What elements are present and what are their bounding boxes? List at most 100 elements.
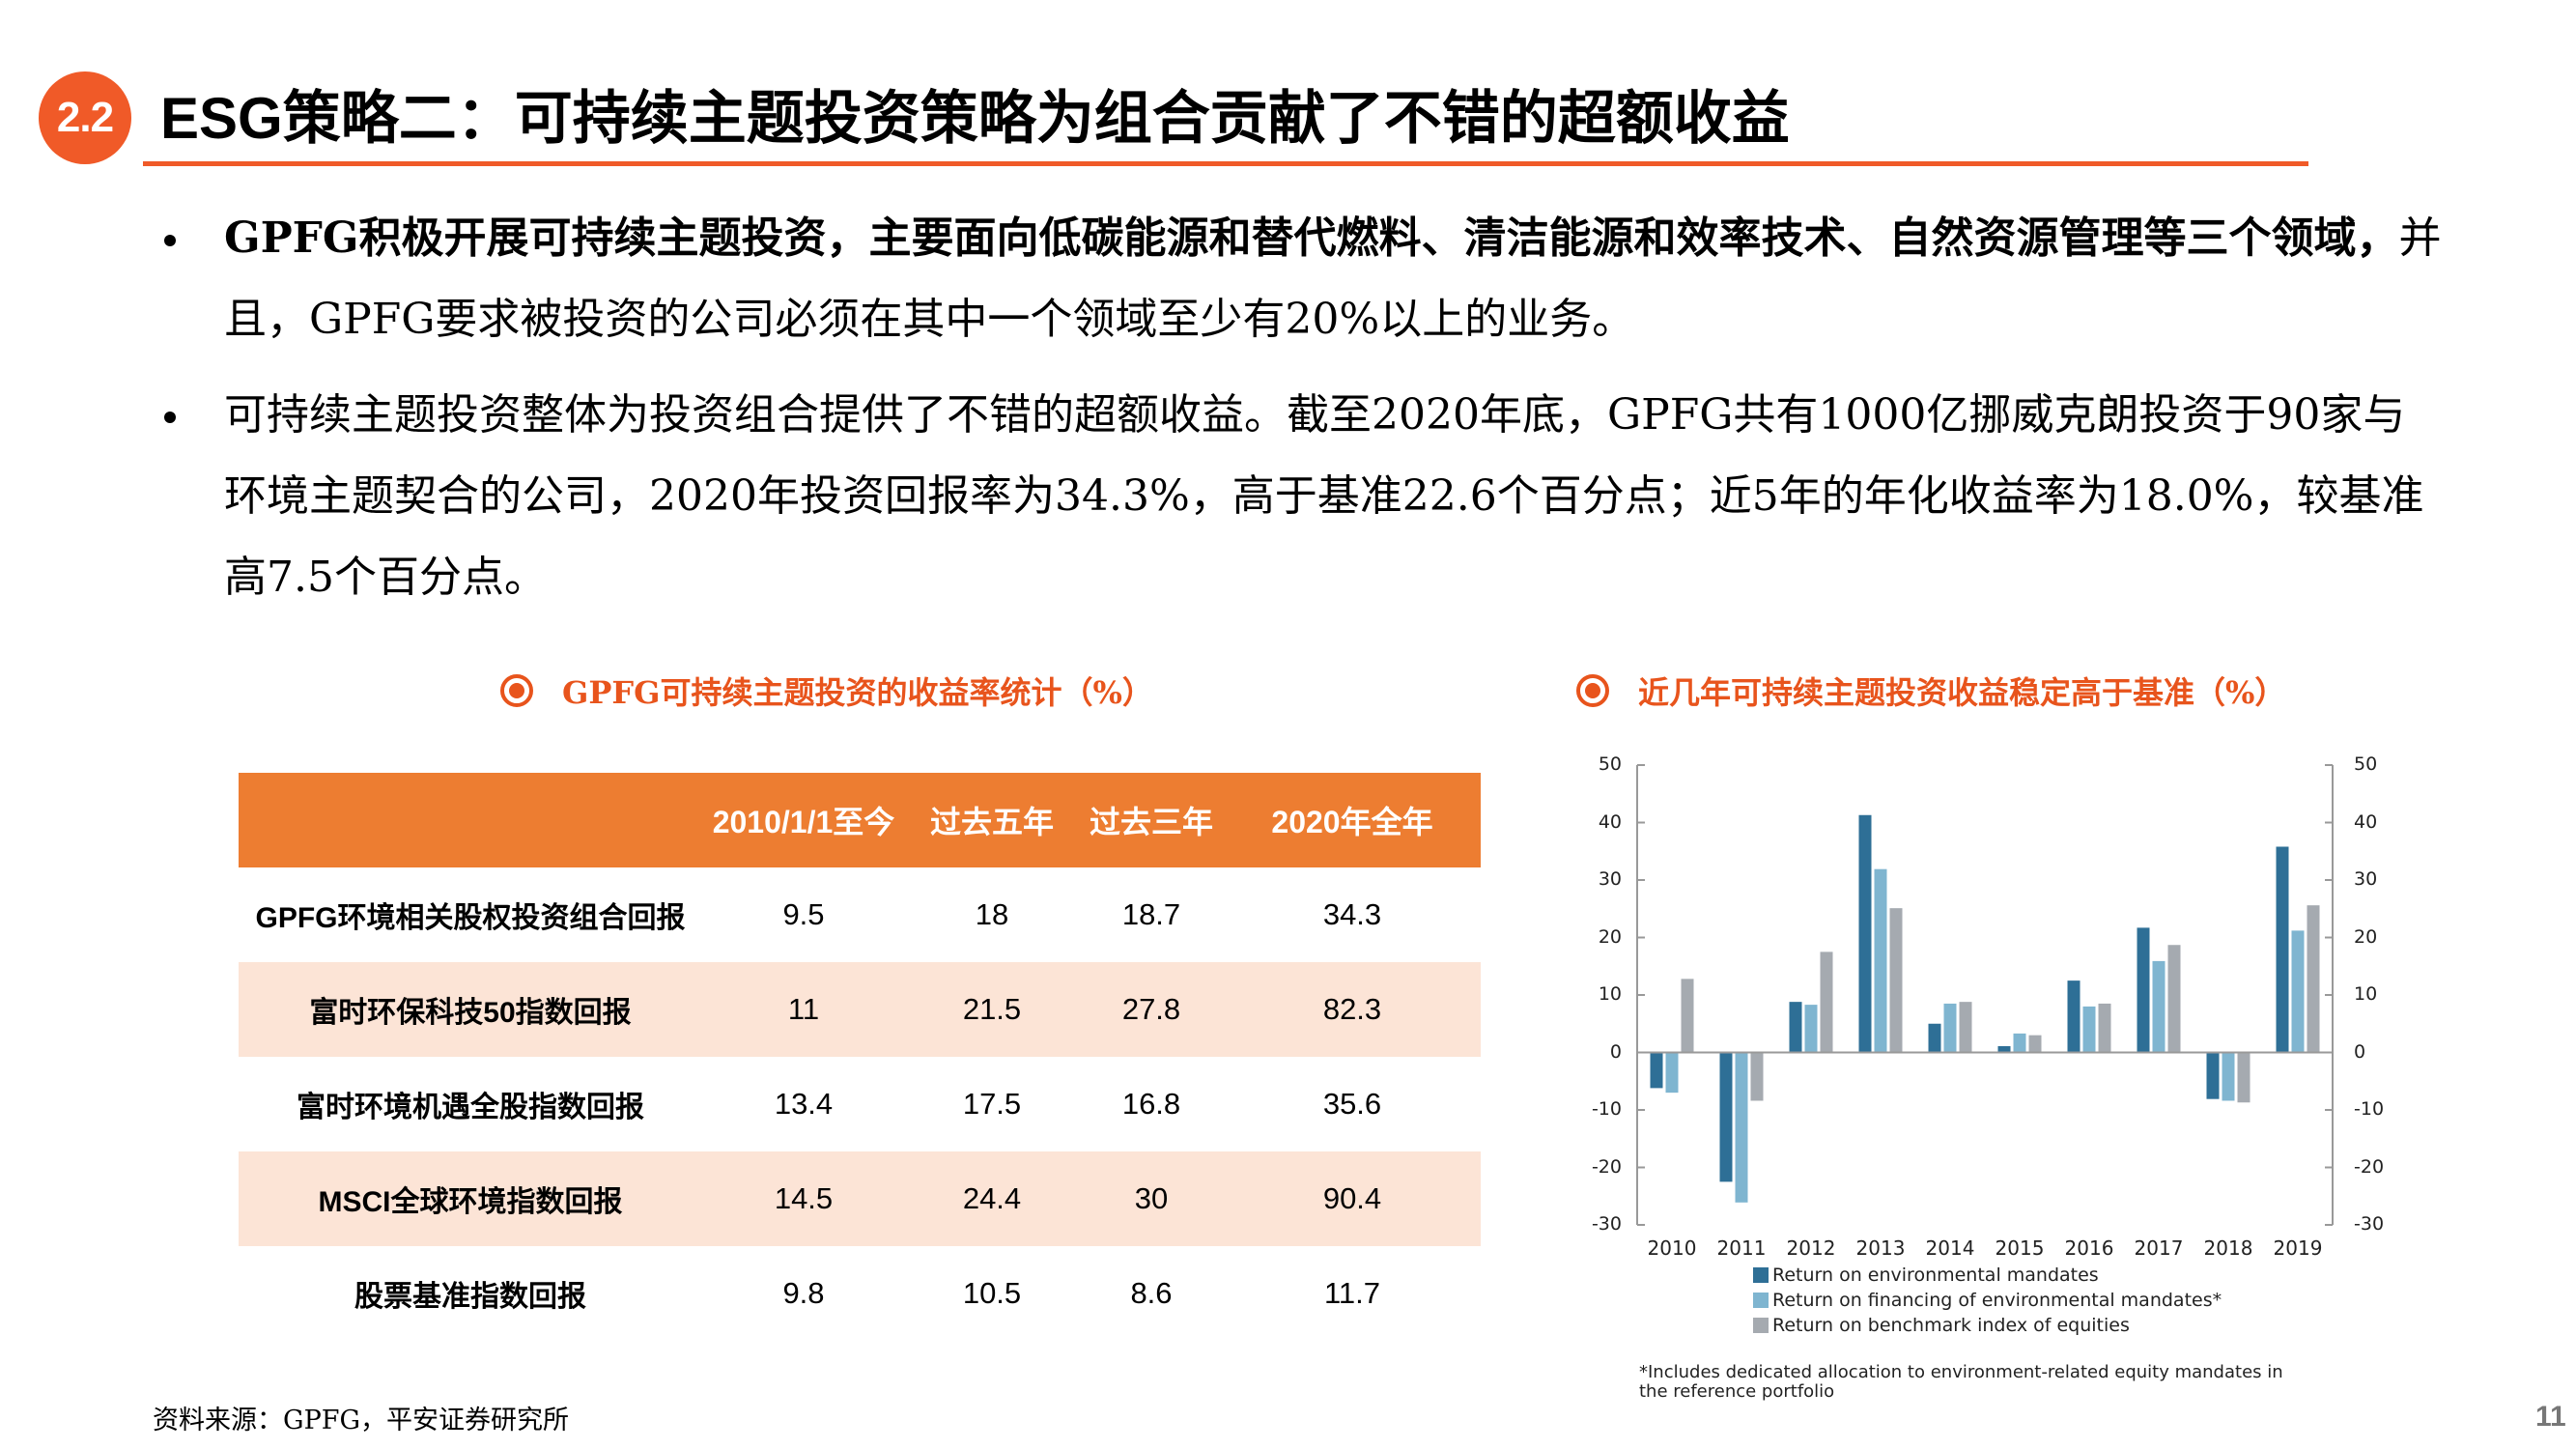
- bar: [1858, 814, 1872, 1053]
- bar: [2222, 1052, 2235, 1101]
- table-header-2020: 2020年全年: [1224, 773, 1481, 867]
- bar: [2307, 905, 2320, 1053]
- table-header-row: 2010/1/1至今 过去五年 过去三年 2020年全年: [239, 773, 1481, 867]
- y-tick-label: 0: [1609, 1040, 1622, 1063]
- bar: [2137, 927, 2150, 1053]
- x-tick-label: 2016: [2064, 1236, 2114, 1260]
- bar: [1804, 1005, 1818, 1053]
- bar: [2082, 1006, 2096, 1053]
- x-tick-label: 2011: [1716, 1236, 1767, 1260]
- row-label: 股票基准指数回报: [354, 1281, 586, 1313]
- chart-title-text: 近几年可持续主题投资收益稳定高于基准（%）: [1638, 674, 2286, 711]
- y-tick-label: 30: [1598, 868, 1622, 890]
- bullet-paragraph-2: 可持续主题投资整体为投资组合提供了不错的超额收益。截至2020年底，GPFG共有…: [224, 375, 2446, 618]
- bar: [2013, 1033, 2026, 1053]
- chart-title: 近几年可持续主题投资收益稳定高于基准（%）: [1576, 668, 2285, 713]
- bar: [2152, 960, 2166, 1053]
- cell-value: 8.6: [1130, 1276, 1173, 1310]
- x-tick-label: 2017: [2134, 1236, 2184, 1260]
- cell-value: 11: [702, 962, 905, 1057]
- bar: [1889, 908, 1903, 1053]
- cell-value: 82.3: [1224, 962, 1481, 1057]
- row-label: 富时环境机遇全股指数回报: [297, 1092, 644, 1123]
- bullet-paragraph-1: GPFG积极开展可持续主题投资，主要面向低碳能源和替代燃料、清洁能源和效率技术、…: [224, 198, 2446, 360]
- x-tick-label: 2014: [1925, 1236, 1975, 1260]
- returns-table: 2010/1/1至今 过去五年 过去三年 2020年全年 GPFG环境相关股权投…: [239, 773, 1481, 1341]
- bar: [1665, 1052, 1679, 1094]
- table-row: 富时环保科技50指数回报 11 21.5 27.8 82.3: [239, 962, 1481, 1057]
- legend-label: Return on environmental mandates: [1772, 1264, 2099, 1286]
- x-tick-label: 2010: [1647, 1236, 1697, 1260]
- y-tick-label: 40: [1598, 810, 1622, 833]
- table-header-5y: 过去五年: [905, 773, 1079, 867]
- y-tick-label: 10: [2354, 983, 2378, 1005]
- cell-value: 27.8: [1079, 962, 1224, 1057]
- bar: [1943, 1003, 1957, 1053]
- bar: [1750, 1052, 1764, 1101]
- legend-swatch-icon: [1753, 1293, 1769, 1308]
- bar: [1681, 979, 1694, 1053]
- y-tick-label: 20: [1598, 925, 1622, 948]
- bar: [1820, 952, 1833, 1053]
- cell-value: 16.8: [1121, 1087, 1181, 1121]
- bar: [1650, 1052, 1663, 1089]
- bar: [2206, 1052, 2220, 1099]
- x-tick-label: 2019: [2273, 1236, 2323, 1260]
- page-title: ESG策略二：可持续主题投资策略为组合贡献了不错的超额收益: [160, 77, 1790, 160]
- row-label: GPFG环境相关股权投资组合回报: [255, 902, 686, 934]
- bar: [1997, 1045, 2011, 1053]
- legend-item-benchmark: Return on benchmark index of equities: [1753, 1313, 2222, 1338]
- y-tick-label: -30: [2354, 1213, 2385, 1235]
- cell-value: 21.5: [905, 962, 1079, 1057]
- legend-swatch-icon: [1753, 1267, 1769, 1283]
- x-tick-label: 2013: [1855, 1236, 1906, 1260]
- page-title-prefix: ESG: [160, 86, 283, 151]
- x-tick-label: 2018: [2203, 1236, 2253, 1260]
- bar: [1874, 868, 1887, 1053]
- table-row: MSCI全球环境指数回报 14.5 24.4 30 90.4: [239, 1151, 1481, 1246]
- y-tick-label: -20: [1591, 1155, 1622, 1178]
- row-label: MSCI全球环境指数回报: [239, 1151, 702, 1246]
- page-title-text: 策略二：可持续主题投资策略为组合贡献了不错的超额收益: [282, 85, 1790, 153]
- chart-legend: Return on environmental mandates Return …: [1753, 1263, 2222, 1338]
- bullet-1-bold-text: GPFG积极开展可持续主题投资，主要面向低碳能源和替代燃料、清洁能源和效率技术、…: [224, 213, 2399, 263]
- x-tick-label: 2012: [1786, 1236, 1836, 1260]
- bar: [1719, 1052, 1733, 1182]
- table-row: 富时环境机遇全股指数回报 13.4 17.5 16.8 35.6: [239, 1057, 1481, 1151]
- target-bullet-icon: [1576, 674, 1609, 707]
- bar: [2237, 1052, 2250, 1103]
- y-tick-label: -30: [1591, 1213, 1622, 1235]
- cell-value: 24.4: [905, 1151, 1079, 1246]
- bar: [1928, 1023, 1941, 1053]
- title-underline: [143, 161, 2308, 166]
- bar: [2291, 930, 2305, 1053]
- bar: [1959, 1002, 1972, 1053]
- section-number: 2.2: [56, 94, 114, 141]
- cell-value: 18.7: [1121, 897, 1181, 931]
- legend-label: Return on financing of environmental man…: [1772, 1290, 2222, 1311]
- legend-swatch-icon: [1753, 1318, 1769, 1333]
- chart-footnote: *Includes dedicated allocation to enviro…: [1639, 1362, 2283, 1402]
- section-number-badge: 2.2: [39, 71, 131, 164]
- bar: [1789, 1002, 1802, 1053]
- cell-value: 11.7: [1323, 1276, 1381, 1310]
- y-tick-label: -20: [2354, 1155, 2385, 1178]
- cell-value: 17.5: [962, 1087, 1022, 1121]
- x-tick-label: 2015: [1995, 1236, 2045, 1260]
- cell-value: 35.6: [1322, 1087, 1382, 1121]
- y-tick-label: -10: [1591, 1098, 1622, 1120]
- bar: [2098, 1003, 2111, 1053]
- cell-value: 13.4: [774, 1087, 834, 1121]
- y-tick-label: 20: [2354, 925, 2378, 948]
- table-row: 股票基准指数回报 9.8 10.5 8.6 11.7: [239, 1246, 1481, 1341]
- cell-value: 9.8: [782, 1276, 825, 1310]
- bullet-2-text: 可持续主题投资整体为投资组合提供了不错的超额收益。截至2020年底，GPFG共有…: [224, 390, 2424, 602]
- table-title-text: GPFG可持续主题投资的收益率统计（%）: [562, 674, 1153, 711]
- y-tick-label: 30: [2354, 868, 2378, 890]
- cell-value: 90.4: [1224, 1151, 1481, 1246]
- cell-value: 14.5: [702, 1151, 905, 1246]
- page-number: 11: [2535, 1401, 2566, 1433]
- y-tick-label: 0: [2354, 1040, 2366, 1063]
- bar: [2167, 945, 2181, 1053]
- table-row: GPFG环境相关股权投资组合回报 9.5 18 18.7 34.3: [239, 867, 1481, 962]
